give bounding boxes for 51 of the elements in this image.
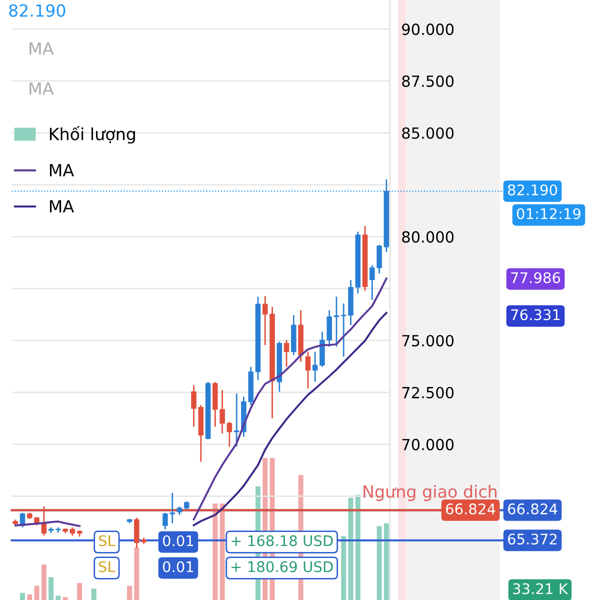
bar	[376, 526, 382, 600]
y-tick-label: 80.000	[402, 231, 454, 243]
annotation: 0.01	[162, 561, 194, 572]
bar	[91, 588, 96, 600]
annotation: 0.01	[162, 535, 194, 546]
y-tick-label: 90.000	[402, 24, 454, 36]
ref-line-label: 65.372	[508, 534, 557, 545]
y-tick-label: 72.500	[402, 386, 454, 398]
text: 33.21 K	[513, 583, 568, 594]
candlestick	[226, 421, 232, 448]
annotation: SL	[98, 561, 116, 572]
bar	[41, 564, 46, 600]
ref-line-label: 66.824	[508, 503, 558, 514]
bar	[127, 586, 132, 600]
annotation: + 180.69 USD	[232, 561, 333, 572]
bar	[341, 536, 346, 600]
annotation: 82.190	[9, 4, 66, 17]
annotation: MA	[30, 42, 54, 55]
candlestick	[284, 339, 290, 368]
candlestick	[312, 351, 318, 382]
bar	[20, 592, 25, 600]
bar	[348, 498, 354, 600]
bar	[48, 577, 54, 600]
bar	[212, 503, 218, 600]
y-tick-label: 70.000	[402, 438, 454, 450]
ref-line-label: 66.824	[446, 503, 496, 514]
bar	[134, 547, 140, 600]
y-tick-label: 85.000	[402, 127, 454, 139]
legend-label: MA	[50, 164, 74, 176]
bar	[62, 597, 68, 600]
text: 77.986	[511, 272, 560, 284]
candlestick	[305, 351, 311, 390]
bar	[27, 594, 32, 600]
annotation: Ngưng giao dịch	[364, 484, 496, 502]
text: 01:12:19	[516, 208, 580, 220]
candlestick	[191, 384, 196, 428]
annotation: SL	[98, 535, 116, 546]
legend-label: MA	[50, 200, 74, 212]
bar	[355, 494, 360, 600]
annotation: + 168.18 USD	[232, 535, 333, 546]
y-tick-label: 87.500	[402, 75, 454, 87]
text: 76.331	[511, 309, 560, 320]
legend-label: Khối lượng	[50, 126, 135, 144]
bar	[77, 582, 82, 600]
bar	[220, 503, 225, 600]
bar	[34, 586, 40, 600]
y-tick-label: 75.000	[402, 334, 454, 347]
annotation: MA	[30, 82, 54, 95]
ref-line-label: 82.190	[508, 184, 558, 196]
bar	[384, 523, 389, 600]
bar	[56, 596, 61, 600]
